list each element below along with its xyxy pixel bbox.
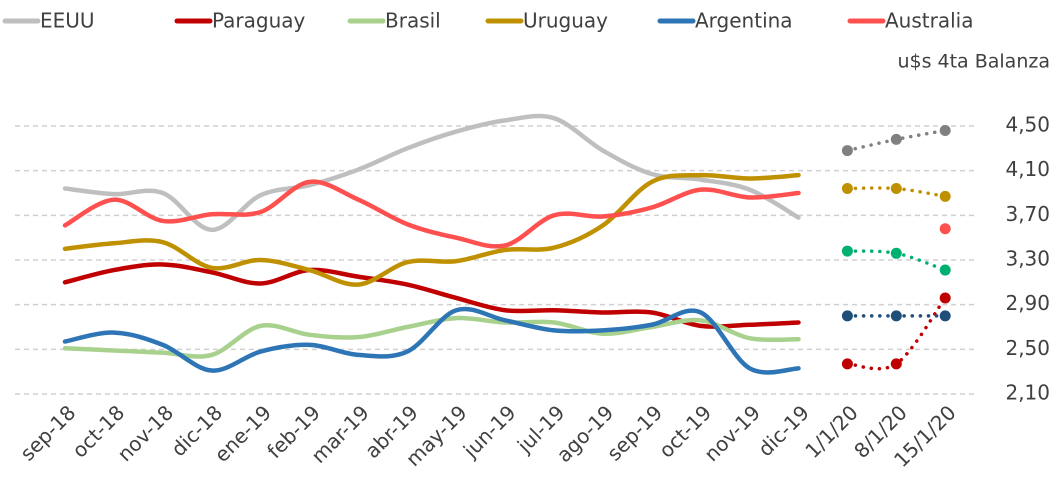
point bbox=[939, 190, 951, 202]
x-tick-label: nov-18 bbox=[113, 400, 179, 466]
point bbox=[939, 292, 951, 304]
x-tick-label: dic-19 bbox=[753, 400, 814, 461]
series-line bbox=[62, 179, 801, 249]
x-tick-label: sep-18 bbox=[15, 400, 80, 465]
legend-label: Brasil bbox=[385, 9, 441, 33]
point bbox=[841, 358, 853, 370]
point bbox=[841, 310, 853, 322]
x-tick-label: nov-19 bbox=[699, 400, 765, 466]
point bbox=[939, 264, 951, 276]
point bbox=[841, 145, 853, 157]
point bbox=[890, 247, 902, 259]
point bbox=[841, 183, 853, 195]
series-line bbox=[62, 306, 801, 375]
y-tick-label: 2,50 bbox=[1005, 336, 1050, 360]
point bbox=[890, 358, 902, 370]
legend-label: Argentina bbox=[695, 9, 793, 33]
point bbox=[939, 124, 951, 136]
point bbox=[890, 133, 902, 145]
y-tick-label: 2,90 bbox=[1005, 291, 1050, 315]
legend-label: Australia bbox=[885, 9, 973, 33]
point bbox=[939, 223, 951, 235]
y-tick-label: 4,10 bbox=[1005, 157, 1050, 181]
point bbox=[890, 310, 902, 322]
y-axis-label: u$s 4ta Balanza bbox=[897, 51, 1050, 73]
point bbox=[939, 310, 951, 322]
y-tick-label: 3,70 bbox=[1005, 202, 1050, 226]
x-tick-label: sep-19 bbox=[602, 400, 667, 465]
series-line bbox=[62, 172, 801, 287]
series-line bbox=[62, 113, 801, 233]
x-tick-label: 1/1/20 bbox=[800, 400, 862, 462]
point bbox=[890, 183, 902, 195]
series-line bbox=[62, 315, 801, 359]
y-tick-label: 4,50 bbox=[1005, 113, 1050, 137]
legend-label: EEUU bbox=[40, 9, 95, 33]
y-tick-label: 2,10 bbox=[1005, 381, 1050, 405]
series-line-dotted bbox=[845, 296, 947, 371]
y-tick-label: 3,30 bbox=[1005, 247, 1050, 271]
legend-label: Uruguay bbox=[523, 9, 608, 33]
legend-label: Paraguay bbox=[212, 9, 306, 33]
point bbox=[841, 245, 853, 257]
x-tick-label: jun-19 bbox=[458, 400, 521, 463]
series-line bbox=[62, 262, 801, 329]
